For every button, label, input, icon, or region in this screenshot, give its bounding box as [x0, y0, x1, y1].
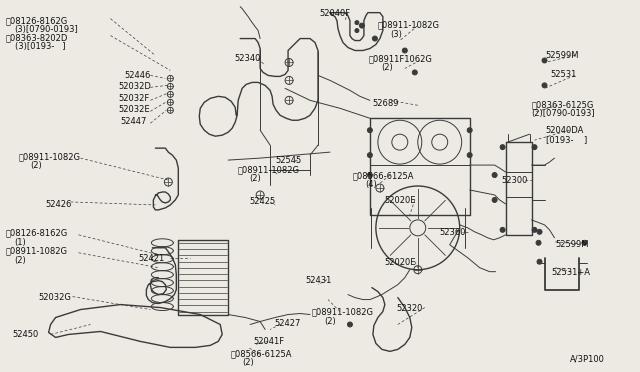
Circle shape — [500, 227, 505, 232]
Text: 52020E: 52020E — [385, 196, 417, 205]
Circle shape — [367, 173, 372, 177]
Circle shape — [500, 145, 505, 150]
Circle shape — [582, 240, 587, 245]
Circle shape — [536, 240, 541, 245]
Text: 52450: 52450 — [13, 330, 39, 340]
Text: 52431: 52431 — [305, 276, 332, 285]
Circle shape — [532, 227, 537, 232]
Circle shape — [367, 128, 372, 133]
Text: Ⓢ08363-6125G: Ⓢ08363-6125G — [532, 100, 594, 109]
Text: 52421: 52421 — [138, 254, 164, 263]
Text: (2): (2) — [381, 64, 392, 73]
Text: 52032G: 52032G — [38, 293, 72, 302]
Text: (4): (4) — [365, 180, 377, 189]
Text: 52689: 52689 — [372, 99, 398, 108]
Text: Ⓝ08911-1082G: Ⓝ08911-1082G — [378, 20, 440, 30]
Circle shape — [532, 145, 537, 150]
Circle shape — [542, 58, 547, 63]
Text: 52427: 52427 — [274, 320, 300, 328]
Text: Ⓢ08566-6125A: Ⓢ08566-6125A — [353, 171, 415, 180]
Circle shape — [372, 36, 378, 41]
Circle shape — [542, 83, 547, 88]
Text: 52426: 52426 — [45, 200, 72, 209]
Text: 52531: 52531 — [550, 70, 577, 80]
Text: 52032E: 52032E — [118, 105, 150, 114]
Circle shape — [360, 23, 364, 28]
Text: Ⓝ08911-1082G: Ⓝ08911-1082G — [312, 308, 374, 317]
Text: (2)[0790-0193]: (2)[0790-0193] — [532, 109, 595, 118]
Text: 52531+A: 52531+A — [552, 268, 591, 277]
Text: 52340: 52340 — [234, 54, 260, 64]
Text: 52545: 52545 — [275, 156, 301, 165]
Text: Ⓑ08126-8162G: Ⓑ08126-8162G — [6, 17, 68, 26]
Circle shape — [537, 259, 542, 264]
Circle shape — [492, 198, 497, 202]
Text: 52599M: 52599M — [556, 240, 589, 249]
Text: Ⓢ08363-8202D: Ⓢ08363-8202D — [6, 33, 68, 42]
Text: 52300: 52300 — [502, 176, 528, 185]
Text: (3)[0790-0193]: (3)[0790-0193] — [15, 25, 79, 33]
Text: 52032D: 52032D — [118, 82, 151, 92]
Text: 52599M: 52599M — [545, 51, 579, 60]
Text: 52040F: 52040F — [319, 9, 350, 17]
Text: (2): (2) — [324, 317, 336, 326]
Text: [0193-    ]: [0193- ] — [545, 135, 587, 144]
Circle shape — [467, 128, 472, 133]
Text: A/3P100: A/3P100 — [570, 355, 604, 363]
Circle shape — [467, 153, 472, 158]
Text: Ⓝ08911-1082G: Ⓝ08911-1082G — [19, 152, 81, 161]
Text: Ⓢ08566-6125A: Ⓢ08566-6125A — [230, 349, 292, 358]
Text: 52040DA: 52040DA — [545, 126, 584, 135]
Text: (3)[0193-   ]: (3)[0193- ] — [15, 42, 65, 51]
Circle shape — [492, 173, 497, 177]
Circle shape — [348, 322, 353, 327]
Text: (2): (2) — [15, 256, 26, 265]
Text: Ⓝ08911F1062G: Ⓝ08911F1062G — [369, 54, 433, 64]
Text: 52032F: 52032F — [118, 94, 150, 103]
Circle shape — [412, 70, 417, 75]
Circle shape — [403, 48, 407, 53]
Text: (2): (2) — [242, 358, 254, 368]
Text: 52446: 52446 — [124, 71, 151, 80]
Text: 52020E: 52020E — [385, 258, 417, 267]
Text: (3): (3) — [390, 30, 402, 39]
Text: 52360: 52360 — [440, 228, 466, 237]
Circle shape — [367, 153, 372, 158]
Text: (2): (2) — [31, 161, 42, 170]
Text: 52320: 52320 — [397, 304, 423, 312]
Circle shape — [537, 229, 542, 234]
Text: Ⓝ08911-1082G: Ⓝ08911-1082G — [237, 165, 299, 174]
Text: 52447: 52447 — [120, 117, 147, 126]
Text: 52425: 52425 — [249, 197, 275, 206]
Text: 52041F: 52041F — [253, 337, 284, 346]
Circle shape — [355, 29, 359, 33]
Text: (2): (2) — [249, 174, 261, 183]
Text: Ⓝ08911-1082G: Ⓝ08911-1082G — [6, 247, 68, 256]
Circle shape — [355, 20, 359, 25]
Text: (1): (1) — [15, 238, 26, 247]
Text: Ⓑ08126-8162G: Ⓑ08126-8162G — [6, 229, 68, 238]
